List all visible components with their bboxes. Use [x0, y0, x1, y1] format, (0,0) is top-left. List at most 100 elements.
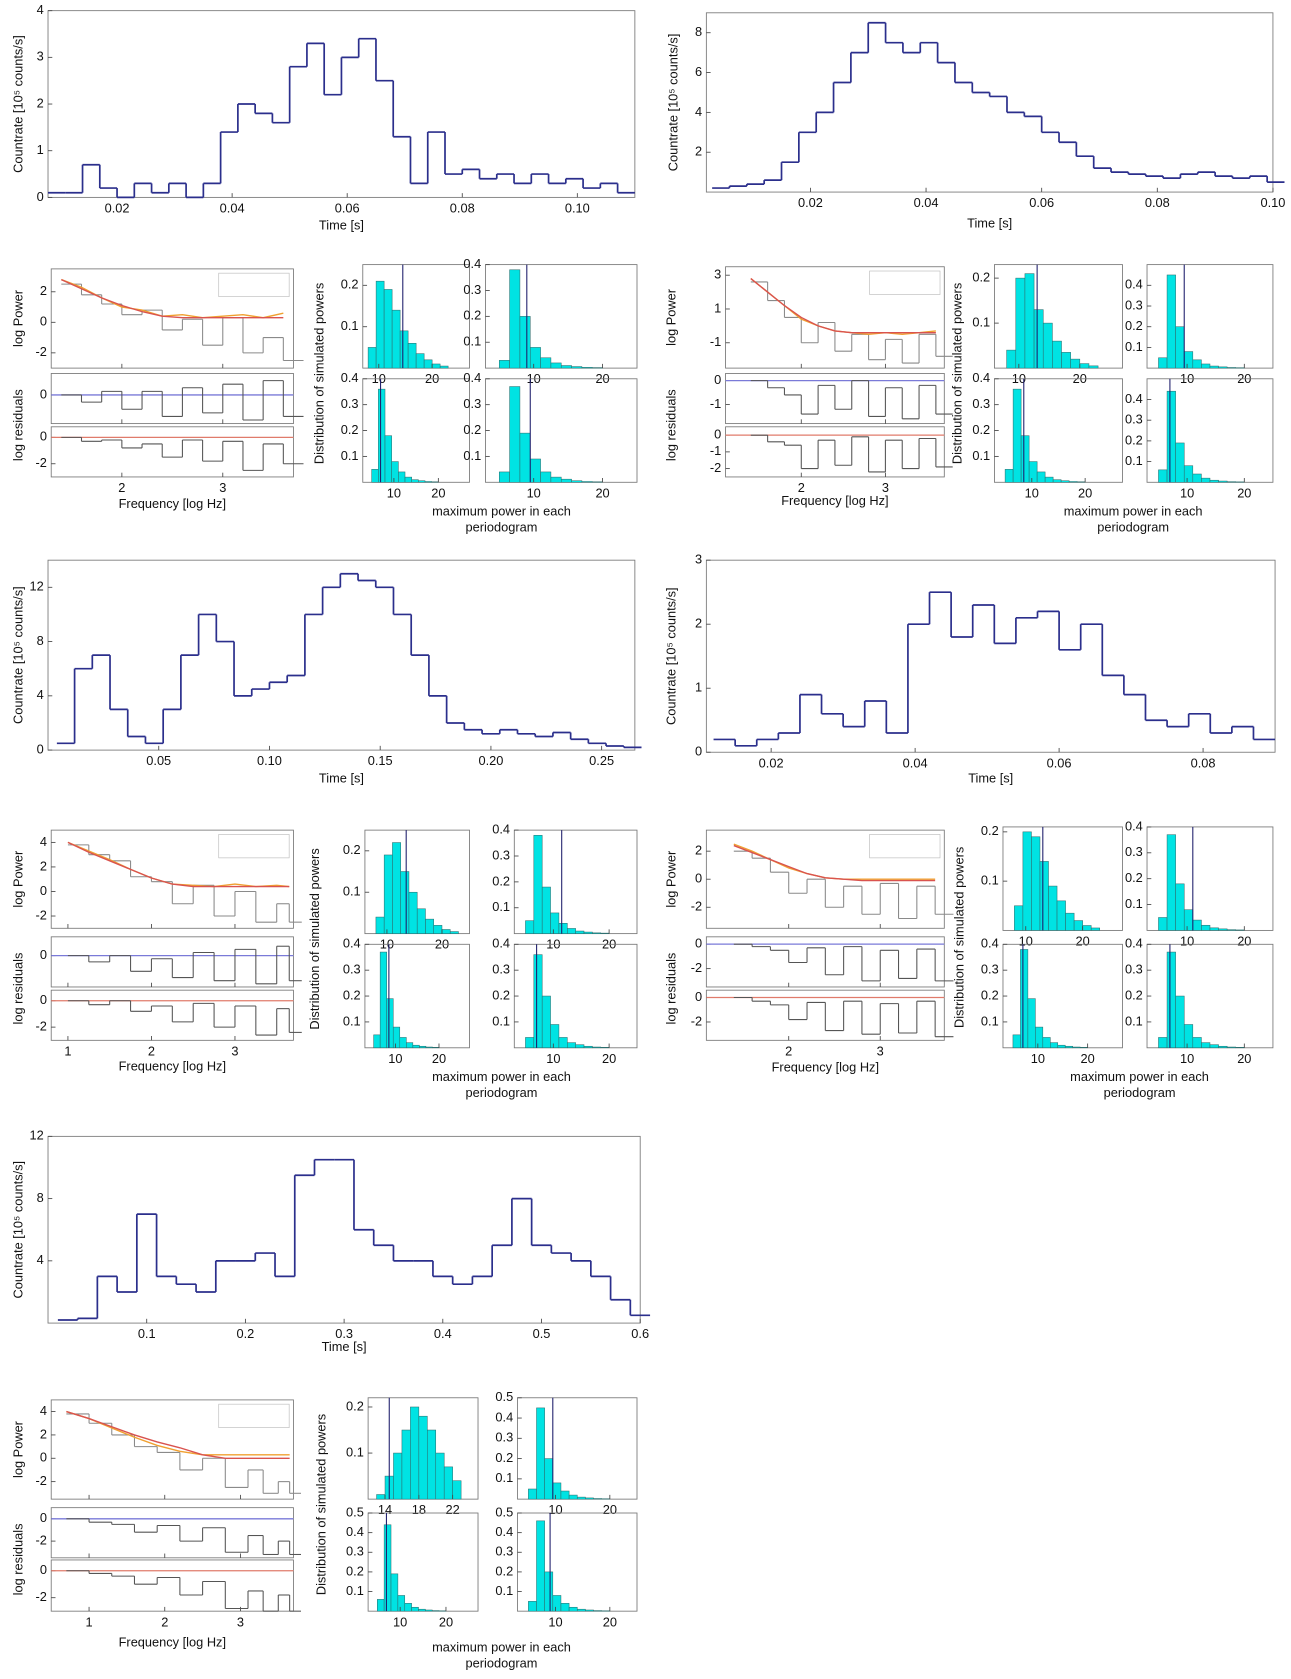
x-tick-label: 20: [439, 1614, 453, 1629]
y-tick-label: 0.3: [1125, 962, 1143, 977]
x-axis-label: Frequency [log Hz]: [119, 1635, 226, 1650]
plot-frame: [513, 943, 638, 1049]
y-tick-label: 1: [714, 300, 721, 315]
plot-frame: [485, 378, 638, 483]
y-tick-label: 1: [695, 680, 702, 695]
y-tick-label: -1: [710, 396, 721, 411]
histogram-bar: [1175, 883, 1185, 931]
histogram-bar: [449, 931, 459, 934]
y-tick-label: 0.1: [463, 334, 481, 349]
x-tick-label: 10: [546, 1051, 560, 1066]
y-tick-label: 0: [40, 1510, 47, 1525]
legend-box: [218, 1403, 290, 1428]
histogram-bar: [391, 309, 401, 369]
histogram-bar: [1068, 481, 1078, 483]
y-tick-label: -2: [36, 1532, 47, 1547]
histogram-bar: [416, 908, 426, 934]
histogram-bar: [1183, 1024, 1194, 1049]
x-tick-label: 0.10: [565, 201, 590, 216]
histogram-bar: [425, 1046, 433, 1049]
light-curve: 0 1 2 3 0.02 0.04 0.06 0.08 Time [s] Countrate [1…: [664, 552, 1276, 785]
histogram-bar: [1218, 1045, 1228, 1049]
y-axis-label: Countrate [10⁵ counts/s]: [11, 586, 26, 724]
x-tick-label: 20: [432, 1051, 446, 1066]
histogram-bar: [525, 920, 535, 934]
histogram-bar: [593, 1498, 602, 1500]
histogram-group: 0.10.210 200.10.20.30.410 200.10.20.30.410…: [952, 818, 1274, 1100]
histogram-bar: [1201, 924, 1211, 931]
histogram-bar: [552, 1595, 562, 1612]
y-tick-label: 0.2: [341, 422, 359, 437]
x-tick-label: 22: [446, 1502, 460, 1517]
histogram-bar: [593, 1610, 602, 1612]
histogram-bar: [1079, 363, 1090, 369]
y-axis-label: log residuals: [664, 389, 679, 461]
y-tick-label: 0.4: [1125, 936, 1143, 951]
x-tick-label: 2: [798, 480, 805, 495]
histogram-bar: [571, 480, 583, 483]
x-axis-label: maximum power in each periodogram: [432, 503, 571, 535]
histogram-bar: [1192, 473, 1202, 483]
histogram-bar: [1158, 357, 1168, 369]
y-tick-label: 0: [40, 992, 47, 1007]
y-axis-label: Distribution of simulated powers: [950, 283, 965, 464]
y-tick-label: 0.4: [463, 370, 481, 385]
histogram-bar: [411, 479, 419, 483]
y-tick-label: 0.1: [341, 318, 359, 333]
y-tick-label: 0.1: [1125, 1013, 1143, 1028]
x-tick-label: 10: [387, 485, 401, 500]
y-tick-label: 0: [40, 1450, 47, 1465]
y-tick-label: -2: [36, 344, 47, 359]
y-tick-label: 0: [40, 429, 47, 444]
x-tick-label: 20: [595, 485, 609, 500]
y-tick-label: 8: [37, 633, 44, 648]
y-tick-label: 0.3: [972, 396, 990, 411]
histogram-bar: [1056, 900, 1066, 931]
y-tick-label: 12: [30, 579, 44, 594]
y-tick-label: 0: [695, 936, 702, 951]
x-axis-label: Time [s]: [968, 770, 1013, 785]
histogram-group: 0.10.210 200.10.20.30.410 200.10.20.30.410…: [311, 256, 638, 535]
y-tick-label: 0: [40, 386, 47, 401]
histogram-bar: [509, 386, 521, 483]
histogram-bar: [1052, 340, 1062, 369]
histogram-bar: [568, 1494, 578, 1500]
plot-frame: [50, 989, 294, 1041]
x-tick-label: 20: [602, 1051, 616, 1066]
histogram-bar: [1020, 435, 1030, 483]
y-axis-label: Distribution of simulated powers: [307, 848, 322, 1029]
x-tick-label: 20: [1237, 1051, 1251, 1066]
histogram-bar: [544, 1458, 554, 1500]
plot-frame: [485, 264, 638, 369]
light-curve: 2 4 6 8 0.02 0.04 0.06 0.08 0.10 Time [s] Countrat…: [666, 12, 1285, 230]
periodogram: -2 0 2 log Power -2 0 -2 0 2 3 log residuals Freque…: [664, 829, 954, 1074]
y-tick-label: 0.4: [492, 936, 510, 951]
y-tick-label: 0.2: [972, 422, 990, 437]
x-axis-label: maximum power in each periodogram: [432, 1639, 571, 1671]
y-tick-label: 0.3: [346, 1544, 364, 1559]
histogram-bar: [404, 1603, 412, 1612]
x-tick-label: 20: [1237, 934, 1251, 949]
y-tick-label: 0.3: [492, 847, 510, 862]
y-tick-label: 6: [695, 64, 702, 79]
histogram-bar: [560, 365, 572, 369]
y-tick-label: 0.3: [492, 962, 510, 977]
y-tick-label: 0.4: [1125, 818, 1143, 833]
x-tick-label: 2: [161, 1614, 168, 1629]
y-axis-label: log residuals: [664, 953, 679, 1025]
plot-frame: [50, 268, 294, 369]
histogram-bar: [600, 1047, 610, 1049]
y-tick-label: -1: [710, 334, 721, 349]
y-tick-label: 0.2: [343, 842, 361, 857]
x-tick-label: 20: [603, 1502, 617, 1517]
x-tick-label: 0.1: [138, 1326, 156, 1341]
y-tick-label: 0.3: [1125, 412, 1143, 427]
histogram-bar: [418, 1608, 426, 1612]
histogram-bar: [592, 1046, 602, 1049]
x-tick-label: 3: [882, 480, 889, 495]
histogram-bar: [1209, 927, 1219, 931]
histogram-bar: [1012, 388, 1022, 483]
y-tick-label: 0.1: [463, 448, 481, 463]
histogram-bar: [560, 1603, 570, 1612]
